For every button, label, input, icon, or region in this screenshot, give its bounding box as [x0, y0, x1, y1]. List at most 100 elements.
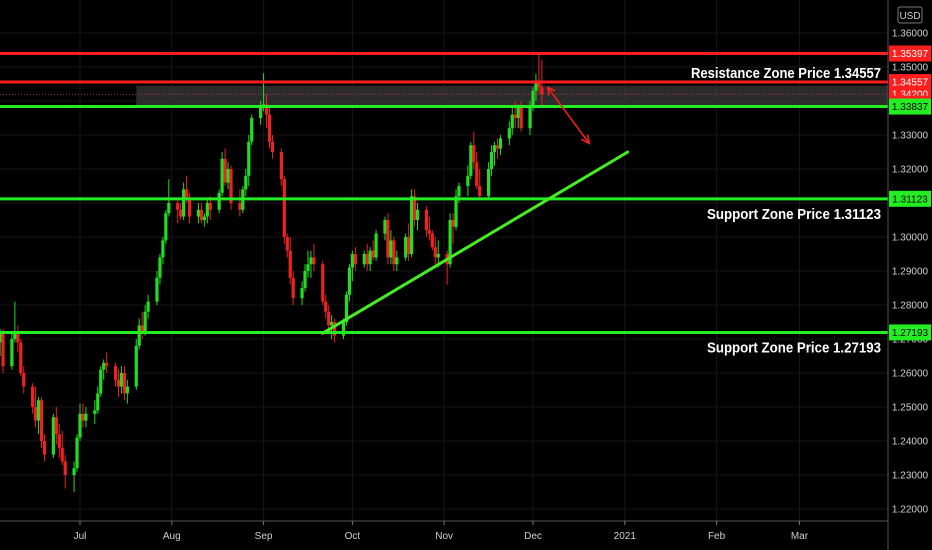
y-tick-label: 1.25000 [892, 403, 929, 414]
candle-body [122, 373, 127, 394]
candle-body [102, 362, 106, 370]
candle [244, 169, 248, 197]
candle-body [353, 254, 357, 265]
candle-body [167, 203, 171, 214]
candle-body [22, 373, 26, 387]
candle [158, 254, 162, 285]
candle [472, 131, 476, 169]
candle [31, 383, 35, 414]
price-tag: 1.33837 [889, 98, 931, 115]
candle [75, 434, 79, 472]
currency-button[interactable]: USD [897, 6, 923, 24]
candle-body [404, 237, 408, 258]
candle [22, 366, 26, 394]
candle-body [427, 230, 431, 234]
x-tick-label: Aug [163, 531, 181, 542]
price-tags: 1.353971.345571.3420022:59:541.338371.31… [889, 45, 931, 341]
forecast-arrow[interactable] [547, 86, 590, 144]
price-tag-box [889, 45, 931, 62]
candle-body [63, 461, 67, 475]
candle [489, 145, 494, 176]
candle [122, 366, 127, 401]
candle-body [223, 158, 227, 183]
candle-body [229, 169, 233, 203]
candle [321, 260, 325, 305]
y-tick-label: 1.23000 [892, 471, 929, 482]
candle [383, 216, 387, 241]
candle-body [33, 407, 38, 421]
candle [10, 332, 14, 370]
resistance-zone-box [136, 85, 889, 107]
candle [282, 175, 286, 244]
candle [229, 165, 233, 210]
candle-body [264, 104, 269, 115]
candle-body [184, 189, 189, 200]
candle [1, 328, 5, 373]
candle-body [540, 87, 544, 95]
candle-body [510, 114, 514, 129]
candle-body [78, 413, 82, 438]
price-tag: 1.35397 [889, 45, 931, 62]
candle [42, 434, 47, 462]
price-tag-box [889, 190, 931, 207]
candle-body [498, 138, 503, 149]
candle-body [531, 90, 535, 108]
candle [350, 250, 354, 282]
candle-body [39, 400, 44, 441]
candle [202, 213, 206, 227]
candle [392, 237, 396, 271]
price-tag-box [889, 324, 931, 341]
candle [412, 189, 417, 227]
candle [537, 53, 541, 95]
candle [498, 135, 503, 156]
price-tag: 1.34557 [889, 74, 931, 91]
candle-body [205, 203, 209, 217]
candle [478, 169, 482, 200]
candle [427, 216, 431, 241]
candle [324, 294, 328, 319]
candle-body [238, 203, 242, 210]
forecast-arrow-head [580, 134, 591, 145]
candle-body [96, 393, 100, 411]
candle-body [362, 254, 366, 265]
candle [424, 206, 429, 237]
candle-body [309, 257, 313, 265]
candle-body [155, 277, 159, 302]
candle-body [528, 107, 532, 129]
price-tag-label: 1.31123 [892, 194, 928, 205]
y-tick-label: 1.26000 [892, 369, 929, 380]
candle-body [433, 247, 437, 258]
candle [395, 250, 399, 271]
candle [492, 141, 497, 166]
candle [176, 199, 180, 224]
candle [371, 240, 375, 261]
candle-body [341, 322, 346, 336]
candle [469, 141, 473, 180]
time-axis[interactable]: Jul Aug Sep Oct Nov Dec 2021 Feb Mar [0, 520, 888, 542]
candle-body [84, 413, 88, 421]
candle-body [312, 257, 316, 265]
candle [264, 94, 269, 129]
trendline[interactable] [321, 150, 630, 335]
candle [134, 339, 138, 390]
candle [347, 264, 352, 302]
candle [72, 461, 76, 492]
candle-body [410, 196, 414, 254]
candle-body [407, 237, 411, 254]
candle [179, 203, 183, 220]
candle-body [259, 107, 263, 118]
candle [250, 114, 254, 146]
forecast-arrow-tail [546, 86, 556, 96]
candle-body [16, 332, 20, 343]
candle [454, 189, 458, 231]
candle [407, 223, 411, 261]
candle-body [57, 434, 61, 448]
candle [33, 386, 38, 428]
candle-body [448, 220, 452, 265]
candle-body [386, 220, 390, 258]
candle [300, 281, 304, 305]
candle [220, 152, 224, 197]
candle-body [492, 145, 497, 152]
candle-body [19, 342, 23, 373]
